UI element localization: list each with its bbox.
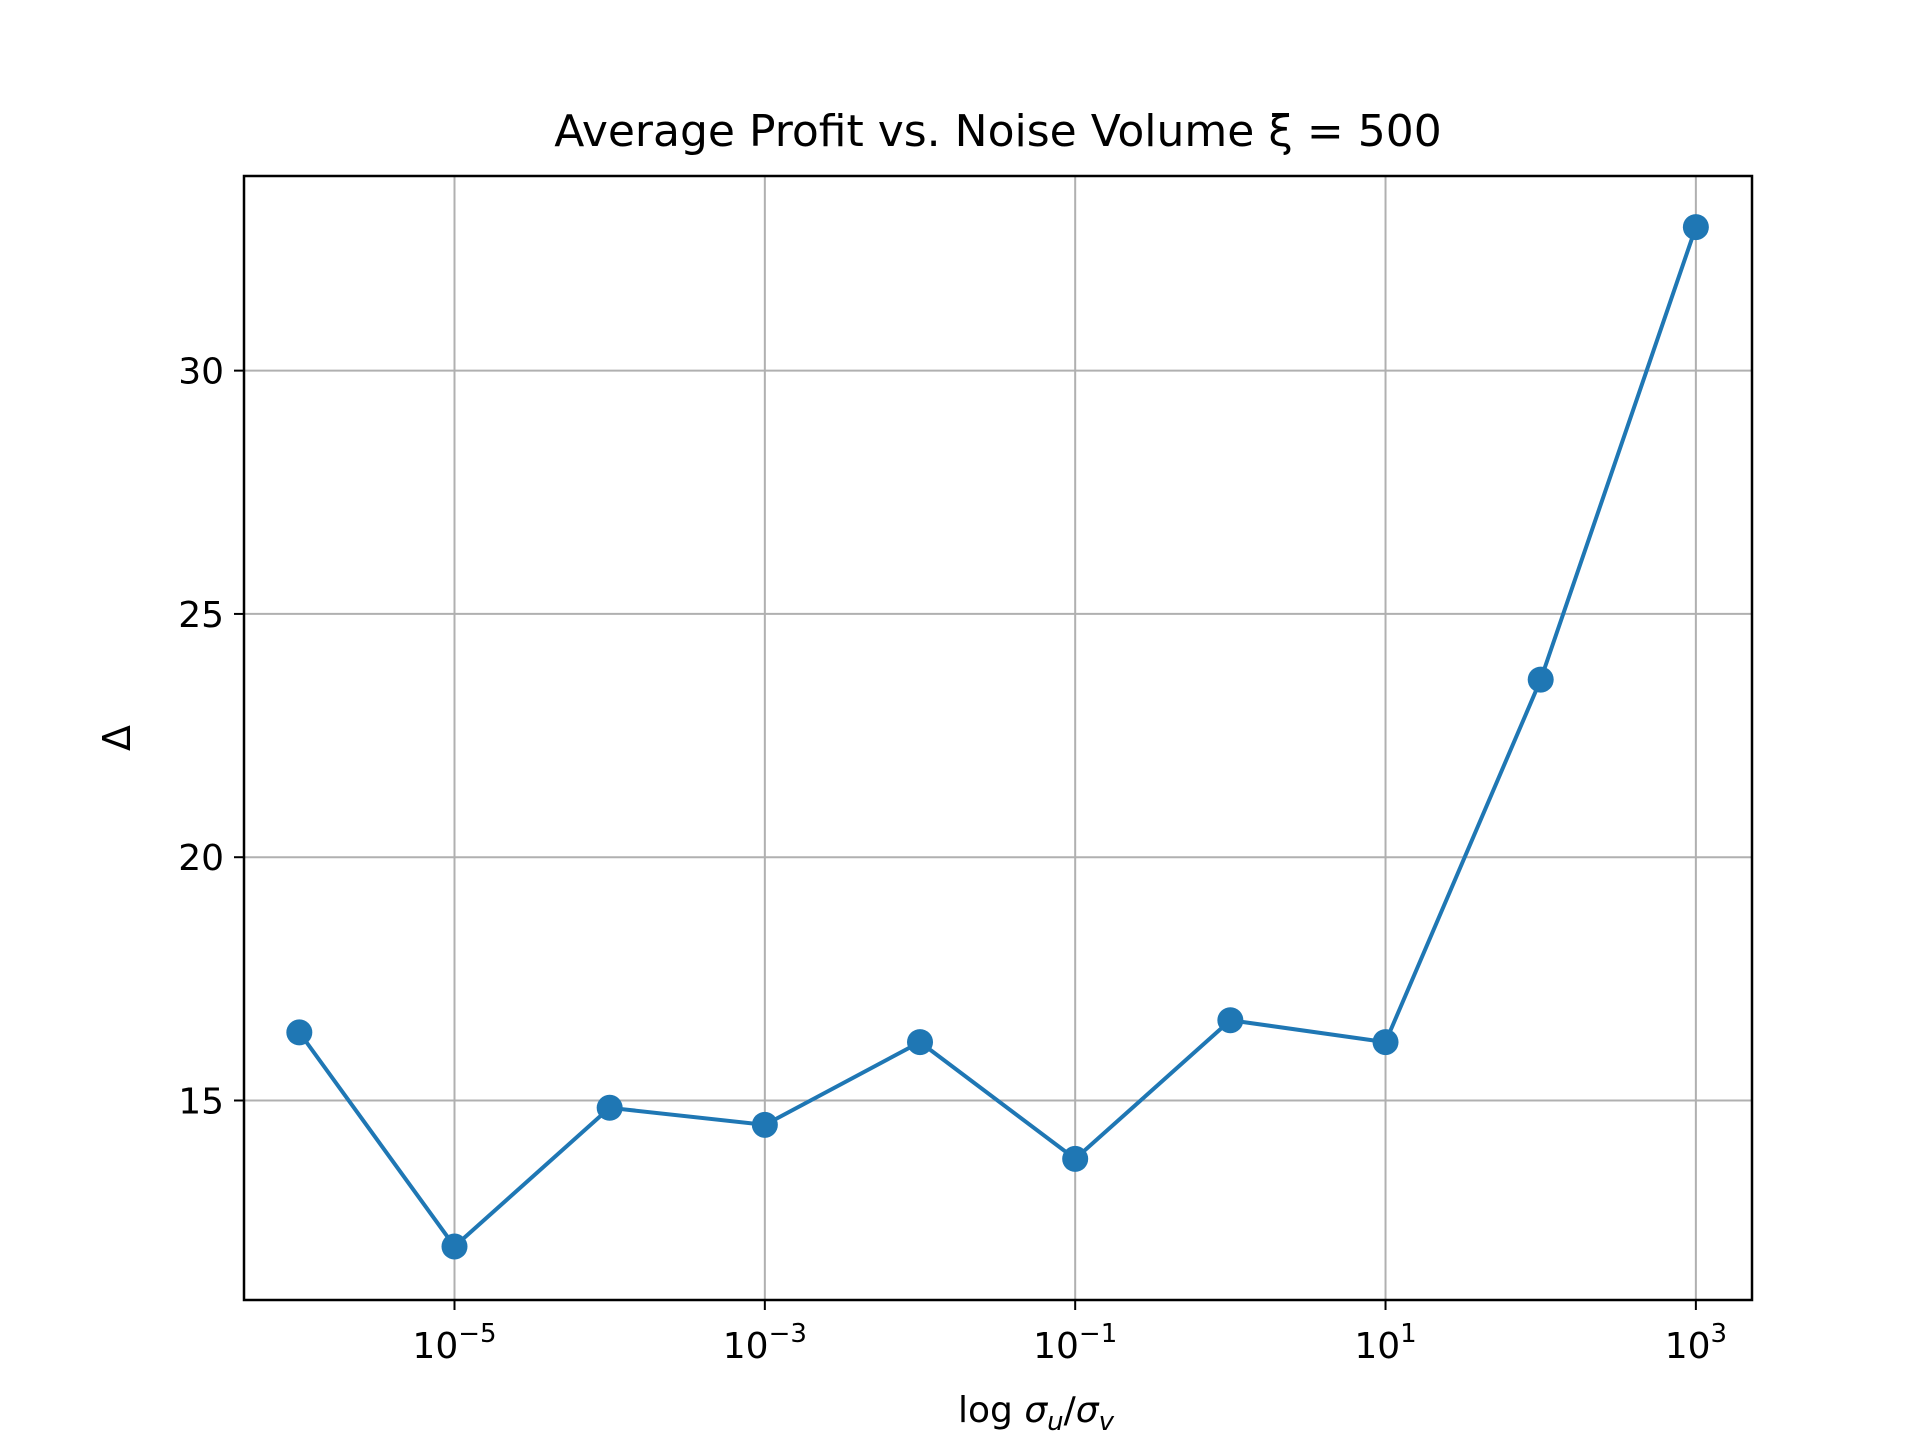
x-tick-label-exponent: −1 [1079, 1319, 1117, 1349]
x-tick-label: 101 [1354, 1319, 1416, 1367]
x-tick-label-exponent: −5 [458, 1319, 496, 1349]
y-tick-label: 15 [178, 1082, 224, 1123]
x-tick-label: 10−5 [412, 1319, 496, 1367]
data-point [286, 1019, 313, 1046]
x-tick-label: 103 [1665, 1319, 1727, 1367]
x-axis-label: log σu/σv [958, 1390, 1115, 1437]
data-point [596, 1094, 623, 1121]
x-tick-label-base: 10 [1033, 1326, 1079, 1367]
x-tick-label-base: 10 [412, 1326, 458, 1367]
data-point [751, 1111, 778, 1138]
x-tick-label: 10−1 [1033, 1319, 1117, 1367]
data-point [1527, 666, 1554, 693]
data-point [1217, 1007, 1244, 1034]
x-tick-label-base: 10 [723, 1326, 769, 1367]
x-tick-label-exponent: 3 [1711, 1319, 1728, 1349]
x-tick-label-exponent: −3 [769, 1319, 807, 1349]
data-point [1062, 1145, 1089, 1172]
y-tick-label: 30 [178, 352, 224, 393]
data-point [907, 1029, 934, 1056]
x-tick-label: 10−3 [723, 1319, 807, 1367]
plot-frame [242, 174, 1754, 1302]
data-point [441, 1233, 468, 1260]
x-tick-label-base: 10 [1665, 1326, 1711, 1367]
chart-title: Average Profit vs. Noise Volume ξ = 500 [554, 106, 1441, 157]
y-tick-label: 25 [178, 595, 224, 636]
x-tick-label-exponent: 1 [1400, 1319, 1417, 1349]
y-tick-label: 20 [178, 838, 224, 879]
data-point [1372, 1029, 1399, 1056]
y-axis-label: Δ [95, 725, 139, 751]
series-layer [286, 214, 1709, 1260]
series-line [297, 226, 1698, 1249]
data-point [1682, 214, 1709, 241]
x-tick-label-base: 10 [1354, 1326, 1400, 1367]
